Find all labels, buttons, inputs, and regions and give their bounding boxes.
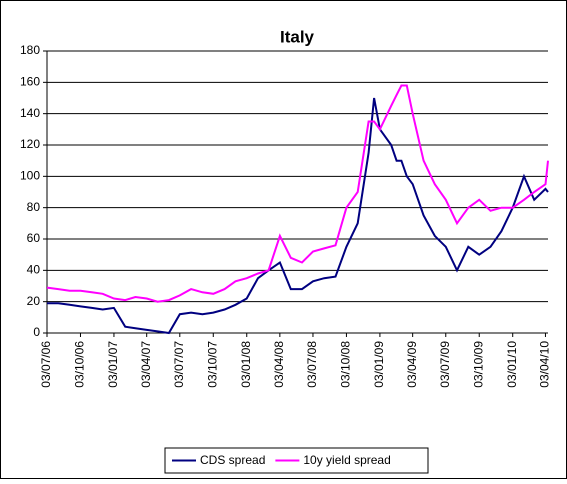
x-tick-label: 03/07/09 <box>438 341 452 388</box>
line-series <box>47 97 549 335</box>
chart-title: Italy <box>280 27 315 46</box>
x-tick-label: 03/01/09 <box>372 341 386 388</box>
x-tick-label: 03/01/08 <box>239 341 253 388</box>
y-tick-label: 80 <box>27 200 41 214</box>
x-tick-label: 03/04/10 <box>538 341 552 388</box>
x-tick-label: 03/10/08 <box>339 341 353 388</box>
x-tick-label: 03/01/10 <box>505 341 519 388</box>
x-tick-label: 03/07/08 <box>305 341 319 388</box>
x-tick-label: 03/07/06 <box>39 341 53 388</box>
y-tick-label: 100 <box>20 169 40 183</box>
y-tick-label: 120 <box>20 137 40 151</box>
x-tick-label: 03/04/08 <box>272 341 286 388</box>
y-tick-label: 160 <box>20 75 40 89</box>
legend-label: 10y yield spread <box>303 453 390 467</box>
y-tick-label: 0 <box>33 325 40 339</box>
y-tick-label: 40 <box>27 263 41 277</box>
legend: CDS spread 10y yield spread <box>164 447 429 474</box>
x-tick-label: 03/10/06 <box>73 341 87 388</box>
y-tick-label: 20 <box>27 294 41 308</box>
x-tick-label: 03/10/09 <box>471 341 485 388</box>
x-tick-label: 03/04/07 <box>139 341 153 388</box>
x-tick-label: 03/10/07 <box>205 341 219 388</box>
y-tick-label: 180 <box>20 43 40 57</box>
x-tick-label: 03/04/09 <box>405 341 419 388</box>
y-tick-label: 140 <box>20 106 40 120</box>
line-series <box>46 84 549 303</box>
x-tick-label: 03/07/07 <box>172 341 186 388</box>
y-tick-label: 60 <box>27 231 41 245</box>
legend-label: CDS spread <box>200 453 265 467</box>
x-tick-label: 03/01/07 <box>106 341 120 388</box>
